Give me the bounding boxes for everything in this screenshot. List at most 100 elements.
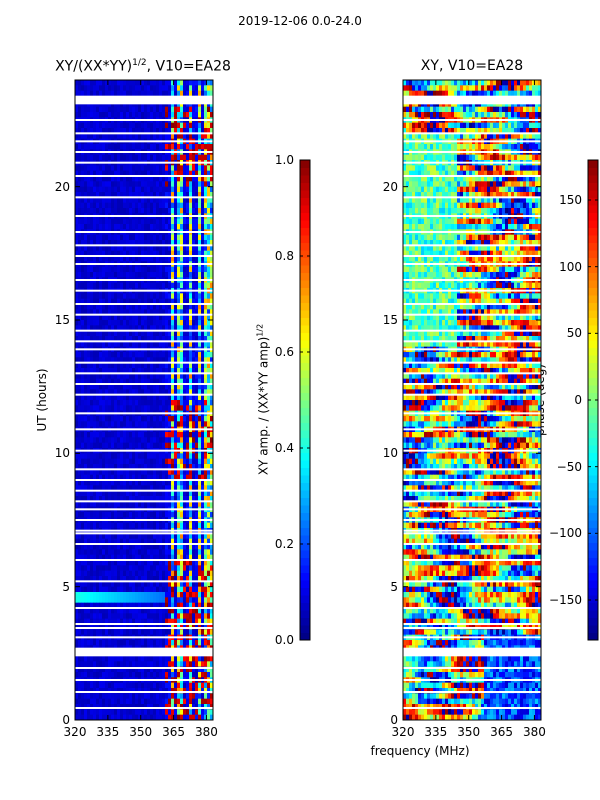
heatmap-cell [117, 592, 121, 598]
heatmap-cell [201, 586, 205, 593]
heatmap-cell [90, 613, 94, 620]
heatmap-cell [210, 298, 214, 305]
heatmap-cell [129, 469, 133, 476]
heatmap-cell [147, 85, 151, 92]
heatmap-cell [198, 240, 202, 246]
heatmap-cell [111, 330, 115, 337]
heatmap-cell [207, 432, 211, 438]
heatmap-cell [192, 298, 196, 305]
heatmap-cell [195, 240, 199, 246]
heatmap-cell [96, 293, 100, 300]
heatmap-cell [180, 544, 184, 550]
heatmap-cell [189, 400, 193, 406]
heatmap-cell [156, 421, 160, 428]
heatmap-cell [75, 122, 79, 129]
heatmap-cell [183, 416, 187, 422]
heatmap-cell [201, 218, 205, 225]
heatmap-cell [210, 304, 214, 310]
heatmap-cell [135, 597, 139, 604]
heatmap-cell [174, 320, 178, 326]
heatmap-cell [186, 629, 190, 636]
heatmap-cell [129, 613, 133, 620]
heatmap-cell [147, 90, 151, 97]
heatmap-cell [132, 464, 136, 470]
heatmap-cell [201, 560, 205, 566]
heatmap-cell [108, 581, 112, 588]
heatmap-cell [204, 469, 208, 476]
heatmap-cell [165, 592, 169, 598]
heatmap-cell [207, 336, 211, 342]
heatmap-cell [90, 544, 94, 550]
heatmap-cell [90, 112, 94, 118]
heatmap-cell [171, 480, 175, 486]
heatmap-cell [105, 314, 109, 321]
heatmap-cell [165, 384, 169, 390]
heatmap-cell [123, 90, 127, 97]
heatmap-cell [207, 522, 211, 529]
heatmap-cell [165, 218, 169, 225]
heatmap-cell [120, 581, 124, 588]
heatmap-cell [192, 352, 196, 358]
heatmap-cell [162, 544, 166, 550]
heatmap-cell [144, 186, 148, 193]
heatmap-cell [192, 122, 196, 129]
heatmap-cell [96, 501, 100, 508]
heatmap-cell [132, 560, 136, 566]
heatmap-cell [177, 106, 181, 113]
heatmap-cell [126, 613, 130, 620]
heatmap-cell [159, 165, 163, 172]
heatmap-cell [81, 560, 85, 566]
heatmap-cell [138, 490, 142, 497]
heatmap-cell [177, 453, 181, 460]
heatmap-cell [75, 336, 79, 342]
heatmap-cell [150, 128, 154, 134]
heatmap-cell [93, 522, 97, 529]
heatmap-cell [99, 613, 103, 620]
heatmap-cell [150, 122, 154, 129]
heatmap-cell [117, 106, 121, 113]
heatmap-cell [135, 613, 139, 620]
heatmap-cell [183, 389, 187, 396]
heatmap-cell [165, 437, 169, 444]
heatmap-cell [141, 293, 145, 300]
heatmap-cell [129, 181, 133, 188]
heatmap-cell [75, 170, 79, 177]
heatmap-cell [111, 565, 115, 572]
heatmap-cell [210, 496, 214, 502]
heatmap-cell [171, 432, 175, 438]
heatmap-cell [165, 474, 169, 481]
heatmap-cell [177, 613, 181, 620]
heatmap-cell [207, 570, 211, 577]
heatmap-cell [135, 464, 139, 470]
heatmap-cell [123, 560, 127, 566]
heatmap-cell [192, 533, 196, 540]
heatmap-cell [150, 336, 154, 342]
heatmap-cell [150, 421, 154, 428]
heatmap-cell [204, 442, 208, 449]
heatmap-cell [159, 384, 163, 390]
heatmap-cell [171, 464, 175, 470]
heatmap-cell [147, 581, 151, 588]
heatmap-cell [132, 485, 136, 492]
heatmap-cell [90, 400, 94, 406]
heatmap-cell [198, 202, 202, 209]
heatmap-cell [78, 581, 82, 588]
heatmap-cell [141, 85, 145, 92]
heatmap-cell [165, 202, 169, 209]
heatmap-cell [177, 330, 181, 337]
heatmap-cell [150, 144, 154, 150]
heatmap-cell [84, 384, 88, 390]
heatmap-cell [171, 181, 175, 188]
heatmap-cell [174, 304, 178, 310]
heatmap-cell [87, 144, 91, 150]
heatmap-cell [210, 170, 214, 177]
heatmap-cell [96, 544, 100, 550]
heatmap-cell [123, 581, 127, 588]
heatmap-cell [84, 330, 88, 337]
heatmap-cell [177, 442, 181, 449]
heatmap-cell [207, 325, 211, 332]
heatmap-cell [78, 202, 82, 209]
heatmap-cell [90, 298, 94, 305]
heatmap-cell [153, 501, 157, 508]
heatmap-cell [102, 80, 106, 86]
